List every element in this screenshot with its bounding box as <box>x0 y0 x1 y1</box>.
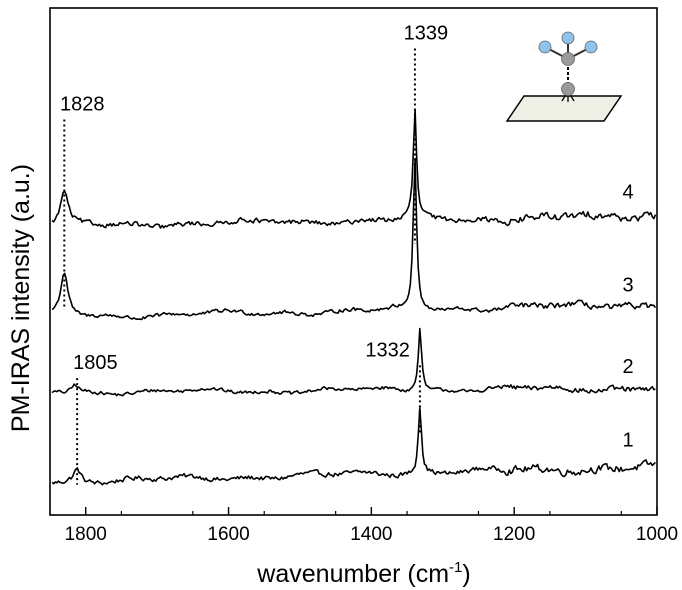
peak-annotations: 1828 1339 1805 1332 <box>60 23 448 485</box>
x-axis: 1800 1600 1400 1200 1000 <box>50 507 678 545</box>
y-axis-title: PM-IRAS intensity (a.u.) <box>7 164 35 432</box>
trace-label-2: 2 <box>622 356 633 378</box>
x-tick-label: 1000 <box>636 524 678 545</box>
x-tick-label: 1400 <box>350 524 392 545</box>
peak-label-1828: 1828 <box>60 94 105 116</box>
surface-plane <box>507 96 621 121</box>
spectrum-trace-1 <box>52 408 655 485</box>
trace-label-4: 4 <box>622 182 633 204</box>
peak-label-1332: 1332 <box>365 339 410 361</box>
x-tick-label: 1600 <box>207 524 249 545</box>
spectrum-trace-4 <box>52 110 655 228</box>
atom <box>562 83 575 96</box>
molecule-on-surface-icon <box>507 32 621 121</box>
spectrum-trace-2 <box>52 329 655 396</box>
x-tick-label: 1200 <box>493 524 535 545</box>
x-axis-title: wavenumber (cm-1) <box>256 559 470 588</box>
x-tick-label: 1800 <box>65 524 107 545</box>
atom <box>585 41 597 53</box>
atom <box>562 32 574 44</box>
spectrum-trace-3 <box>52 159 655 320</box>
atom <box>562 53 575 66</box>
peak-label-1339: 1339 <box>404 23 449 45</box>
trace-label-3: 3 <box>622 275 633 297</box>
atom <box>539 41 551 53</box>
spectra-traces: 1 2 3 4 <box>52 110 655 485</box>
peak-label-1805: 1805 <box>73 352 118 374</box>
trace-label-1: 1 <box>622 429 633 451</box>
